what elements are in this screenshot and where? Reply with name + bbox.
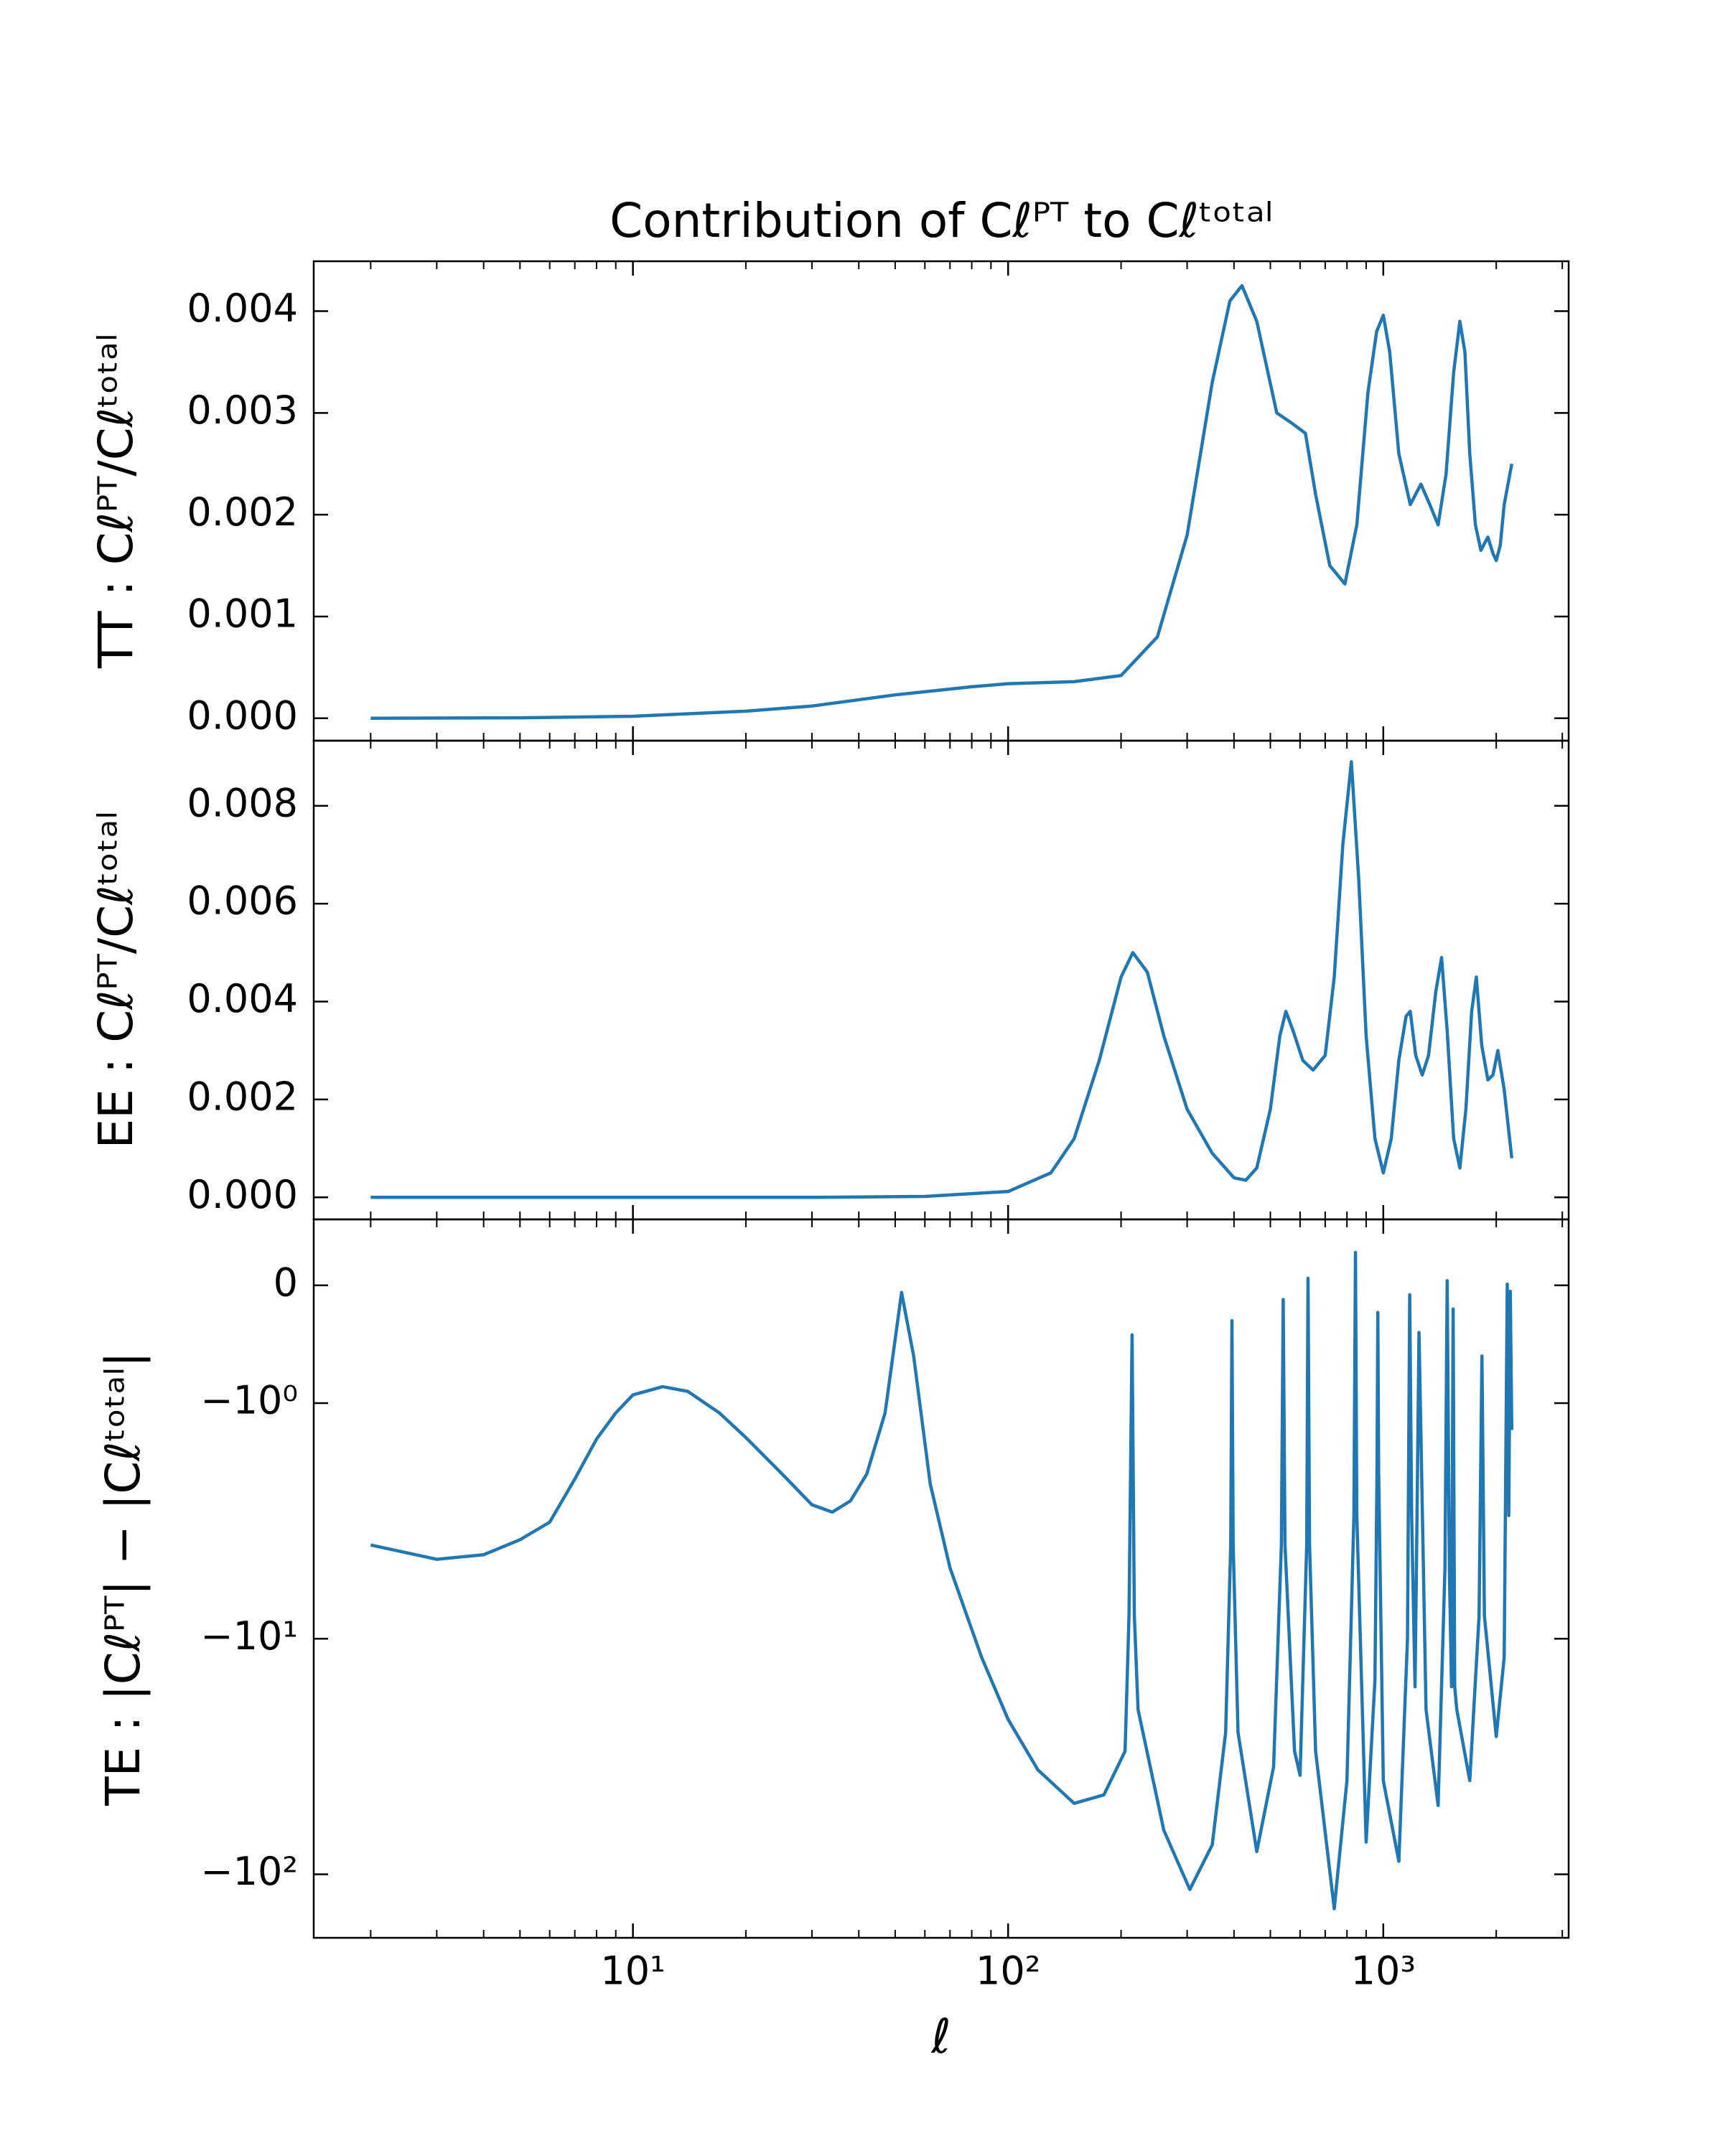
chart-title: Contribution of Cℓᴾᵀ to Cℓᵗᵒᵗᵃˡ <box>610 193 1273 248</box>
axes-frame <box>312 260 1570 742</box>
panel: 0.000 0.001 0.002 0.003 0.004 TT : Cℓᴾᵀ/Cℓᵗᵒᵗ… <box>88 193 1570 742</box>
y-axis-label: TE : |Cℓᴾᵀ| − |Cℓᵗᵒᵗᵃˡ| <box>95 1351 151 1806</box>
x-axis-label: ℓ <box>930 2009 951 2064</box>
y-tick-label: 0.001 <box>187 591 298 637</box>
y-tick-label: −10¹ <box>200 1613 298 1659</box>
y-tick-label: 0.004 <box>187 976 298 1021</box>
y-tick-label: 0 <box>274 1260 298 1306</box>
panel: 0.000 0.002 0.004 0.006 0.008 EE : Cℓᴾᵀ/Cℓᵗᵒᵗ… <box>88 739 1570 1221</box>
y-tick-label: −10⁰ <box>200 1378 298 1423</box>
x-tick-label: 10² <box>976 1949 1040 1994</box>
y-tick-label: 0.004 <box>187 286 298 331</box>
panel: 10¹ 10² 10³ 0 −10⁰ −10¹ −10² TE : |Cℓᴾᵀ| − |Cℓᵗ… <box>95 1218 1570 2064</box>
y-tick-label: 0.008 <box>187 780 298 825</box>
x-tick-label: 10³ <box>1351 1949 1416 1994</box>
y-axis-label: EE : Cℓᴾᵀ/Cℓᵗᵒᵗᵃˡ <box>88 811 144 1148</box>
data-line <box>370 1250 1514 1911</box>
y-tick-label: −10² <box>200 1849 298 1894</box>
axes-frame <box>312 1218 1570 1939</box>
y-tick-label: 0.002 <box>187 489 298 535</box>
y-tick-label: 0.000 <box>187 1172 298 1217</box>
data-line <box>370 283 1513 721</box>
y-tick-label: 0.000 <box>187 693 298 738</box>
y-tick-label: 0.006 <box>187 878 298 924</box>
data-line <box>370 760 1514 1199</box>
y-axis-label: TT : Cℓᴾᵀ/Cℓᵗᵒᵗᵃˡ <box>88 334 144 669</box>
x-tick-label: 10¹ <box>600 1949 665 1994</box>
y-tick-label: 0.003 <box>187 388 298 433</box>
y-tick-label: 0.002 <box>187 1074 298 1120</box>
axes-frame <box>312 739 1570 1221</box>
